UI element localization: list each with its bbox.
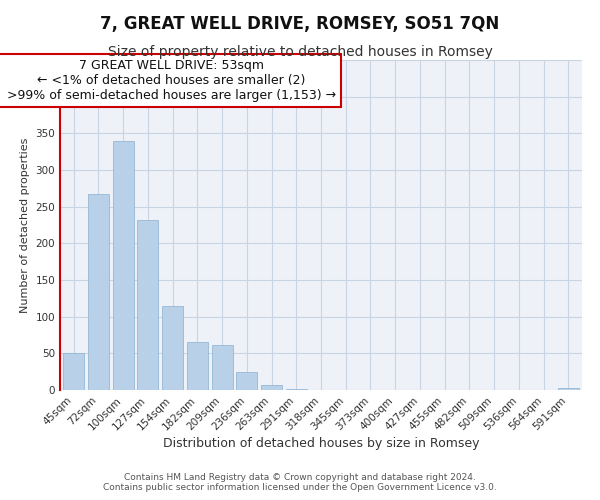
Bar	[558, 388, 579, 390]
Bar	[187, 342, 208, 390]
Text: 7 GREAT WELL DRIVE: 53sqm
  ← <1% of detached houses are smaller (2)
  >99% of s: 7 GREAT WELL DRIVE: 53sqm ← <1% of detac…	[0, 59, 336, 102]
Bar	[212, 344, 233, 390]
Text: Contains HM Land Registry data © Crown copyright and database right 2024.
Contai: Contains HM Land Registry data © Crown c…	[103, 473, 497, 492]
Y-axis label: Number of detached properties: Number of detached properties	[20, 138, 30, 312]
X-axis label: Distribution of detached houses by size in Romsey: Distribution of detached houses by size …	[163, 438, 479, 450]
Text: 7, GREAT WELL DRIVE, ROMSEY, SO51 7QN: 7, GREAT WELL DRIVE, ROMSEY, SO51 7QN	[100, 15, 500, 33]
Bar	[63, 354, 84, 390]
Bar	[162, 306, 183, 390]
Bar	[113, 140, 134, 390]
Bar	[88, 194, 109, 390]
Bar	[261, 385, 282, 390]
Text: Size of property relative to detached houses in Romsey: Size of property relative to detached ho…	[107, 45, 493, 59]
Bar	[236, 372, 257, 390]
Bar	[137, 220, 158, 390]
